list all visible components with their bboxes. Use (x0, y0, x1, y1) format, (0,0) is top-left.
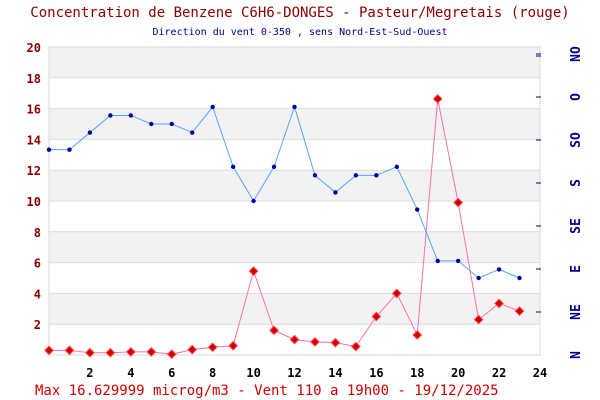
benzene-point (371, 311, 382, 322)
benzene-point (473, 314, 484, 325)
right-axis-label: S (569, 179, 584, 187)
benzene-point (514, 306, 525, 317)
y-tick-label: 20 (27, 41, 41, 55)
benzene-point (125, 346, 136, 357)
benzene-point (494, 298, 505, 309)
wind-point (517, 275, 522, 281)
benzene-point (207, 342, 218, 353)
wind-point (312, 173, 318, 178)
wind-point (149, 121, 154, 127)
benzene-point (289, 334, 300, 345)
wind-point (435, 258, 440, 264)
grid-band (49, 293, 540, 325)
benzene-point (432, 93, 443, 104)
x-tick-label: 12 (287, 366, 301, 380)
wind-point (190, 130, 195, 135)
grid-band (49, 231, 540, 263)
y-tick-label: 18 (27, 72, 41, 86)
x-tick-label: 4 (127, 366, 134, 380)
x-tick-label: 20 (451, 366, 465, 380)
wind-point (292, 104, 297, 110)
right-axis-label: O (569, 93, 584, 101)
plot-frame (48, 46, 541, 356)
wind-point (374, 173, 379, 178)
benzene-point (330, 337, 341, 348)
benzene-point (84, 347, 95, 358)
wind-point (476, 275, 481, 281)
wind-point (128, 113, 134, 118)
wind-point (394, 164, 399, 169)
y-tick-label: 8 (34, 226, 41, 240)
right-axis-label: NO (569, 46, 584, 62)
chart-footer: Max 16.629999 microg/m3 - Vent 110 a 19h… (35, 383, 499, 399)
wind-point (415, 207, 420, 212)
wind-point (251, 198, 256, 204)
wind-point (496, 267, 502, 272)
wind-point (455, 258, 461, 264)
right-axis-label: SE (569, 218, 584, 234)
x-tick-label: 2 (86, 366, 93, 380)
grid-band (49, 170, 540, 201)
y-tick-label: 2 (34, 318, 41, 332)
wind-point (46, 147, 52, 152)
x-tick-label: 22 (492, 366, 506, 380)
y-tick-label: 12 (27, 164, 41, 178)
wind-point (333, 190, 338, 195)
benzene-point (146, 346, 157, 357)
chart-subtitle: Direction du vent 0-350 , sens Nord-Est-… (152, 27, 448, 38)
x-tick-label: 6 (168, 366, 175, 380)
benzene-point (412, 330, 423, 340)
series-line-1 (49, 105, 520, 279)
wind-point (210, 104, 215, 110)
x-tick-label: 14 (328, 366, 342, 380)
x-tick-label: 16 (369, 366, 383, 380)
y-tick-label: 14 (27, 133, 41, 147)
wind-point (108, 113, 113, 118)
x-tick-label: 18 (410, 366, 424, 380)
wind-point (87, 130, 93, 135)
x-tick-label: 8 (209, 366, 216, 380)
benzene-point (248, 266, 259, 277)
benzene-point (350, 341, 361, 352)
y-tick-label: 10 (27, 195, 41, 209)
benzene-point (187, 344, 198, 355)
benzene-point (64, 345, 75, 356)
y-tick-label: 6 (34, 257, 41, 271)
benzene-point (453, 197, 464, 208)
wind-point (271, 164, 277, 169)
right-axis-label: NE (569, 304, 584, 320)
benzene-point (105, 347, 116, 358)
wind-point (169, 121, 174, 127)
wind-point (353, 173, 359, 178)
y-tick-label: 16 (27, 103, 41, 117)
grid-band (49, 108, 540, 140)
right-axis-label: E (569, 265, 584, 273)
chart-title: Concentration de Benzene C6H6-DONGES - P… (30, 5, 570, 21)
y-tick-label: 4 (34, 287, 41, 301)
benzene-point (166, 349, 177, 360)
x-tick-label: 10 (246, 366, 260, 380)
benzene-point (44, 345, 54, 356)
benzene-point (269, 325, 279, 336)
wind-point (230, 164, 236, 169)
benzene-point (391, 288, 402, 299)
right-axis-label: SO (569, 132, 584, 148)
benzene-point (228, 340, 239, 351)
wind-point (67, 147, 72, 152)
x-tick-label: 24 (533, 366, 547, 380)
benzene-point (310, 336, 320, 347)
right-axis-label: N (569, 351, 584, 359)
grid-band (49, 47, 540, 78)
